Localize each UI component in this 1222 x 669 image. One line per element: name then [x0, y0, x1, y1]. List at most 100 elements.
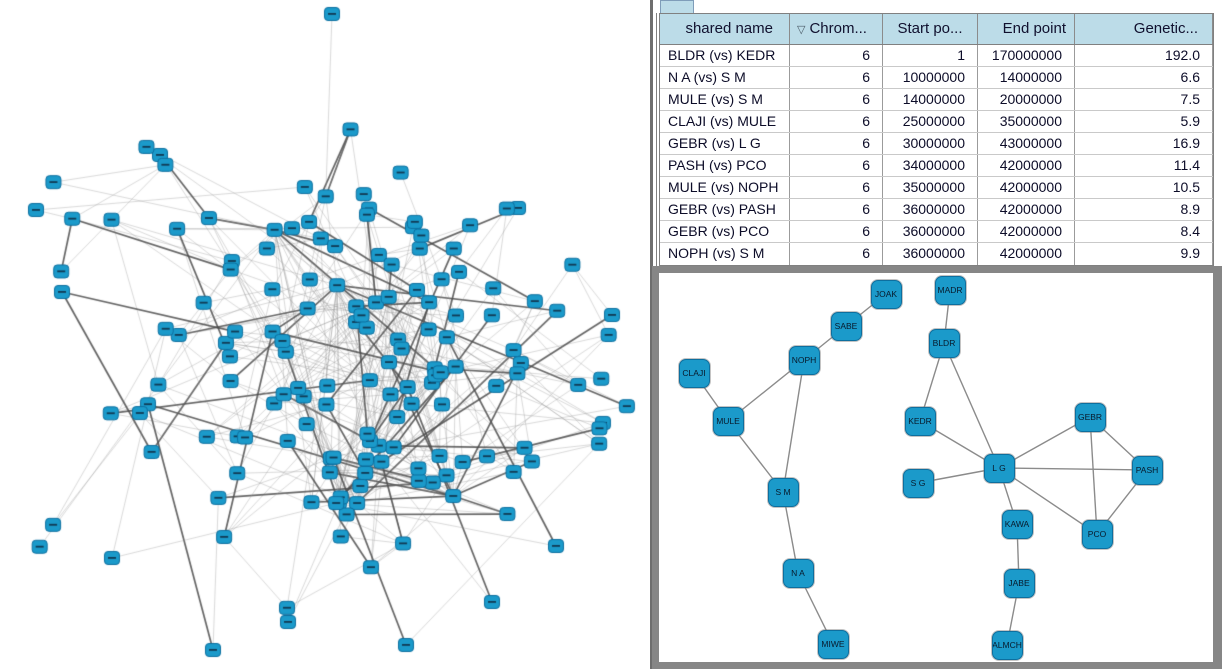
network-node-gebr[interactable]: GEBR	[1074, 402, 1106, 432]
network-edge	[782, 359, 805, 493]
table-row[interactable]: PASH (vs) PCO 6 34000000 42000000 11.4	[660, 155, 1213, 177]
table-row[interactable]: GEBR (vs) PASH 6 36000000 42000000 8.9	[660, 199, 1213, 221]
table-cell: 192.0	[1075, 45, 1213, 66]
table-cell: 35000000	[978, 111, 1075, 132]
network-node-l-g[interactable]: L G	[983, 453, 1015, 483]
table-cell: 42000000	[978, 155, 1075, 176]
table-cell: 20000000	[978, 89, 1075, 110]
column-header-label: shared name	[685, 20, 773, 37]
network-node-mule[interactable]: MULE	[712, 406, 744, 436]
table-row[interactable]: N A (vs) S M 6 10000000 14000000 6.6	[660, 67, 1213, 89]
table-cell: 9.9	[1075, 243, 1213, 265]
network-node-kedr[interactable]: KEDR	[904, 406, 936, 436]
column-header-chrom[interactable]: ▽ Chrom...	[790, 14, 883, 44]
table-body: BLDR (vs) KEDR 6 1 170000000 192.0 N A (vs) S…	[660, 45, 1213, 265]
filter-icon: ▽	[797, 24, 806, 36]
network-node-madr[interactable]: MADR	[934, 275, 966, 305]
table-cell: GEBR (vs) L G	[660, 133, 790, 154]
table-cell: 14000000	[883, 89, 978, 110]
column-header-genetic[interactable]: Genetic...	[1075, 14, 1213, 44]
table-cell: 6	[790, 155, 883, 176]
table-cell: N A (vs) S M	[660, 67, 790, 88]
table-tab-stub[interactable]	[660, 0, 694, 13]
table-cell: MULE (vs) NOPH	[660, 177, 790, 198]
table-cell: 11.4	[1075, 155, 1213, 176]
overview-network-panel: CLAJI MULE NOPH SABE JOAK S M N A MIWE MADR BLDR K…	[652, 266, 1222, 669]
table-cell: 14000000	[978, 67, 1075, 88]
table-cell: 1	[883, 45, 978, 66]
network-node-bldr[interactable]: BLDR	[928, 328, 960, 358]
network-node-pco[interactable]: PCO	[1081, 519, 1113, 549]
column-header-end-point[interactable]: End point	[978, 14, 1075, 44]
table-cell: 42000000	[978, 177, 1075, 198]
table-cell: BLDR (vs) KEDR	[660, 45, 790, 66]
table-cell: 8.4	[1075, 221, 1213, 242]
table-cell: 6	[790, 89, 883, 110]
table-cell: 30000000	[883, 133, 978, 154]
table-cell: 5.9	[1075, 111, 1213, 132]
table-cell: 34000000	[883, 155, 978, 176]
table-cell: 10.5	[1075, 177, 1213, 198]
table-cell: 7.5	[1075, 89, 1213, 110]
table-cell: 6	[790, 243, 883, 265]
column-header-label: Start po...	[897, 20, 963, 37]
table-cell: 42000000	[978, 221, 1075, 242]
network-node-jabe[interactable]: JABE	[1003, 568, 1035, 598]
panel-divider	[650, 0, 653, 669]
table-cell: NOPH (vs) S M	[660, 243, 790, 265]
table-header-row: shared name ▽ Chrom... Start po... End point…	[660, 14, 1213, 45]
table-cell: GEBR (vs) PCO	[660, 221, 790, 242]
table-cell: 6	[790, 45, 883, 66]
edge-table: shared name ▽ Chrom... Start po... End point…	[656, 13, 1214, 266]
table-cell: 36000000	[883, 221, 978, 242]
network-edge	[943, 342, 1000, 469]
table-row[interactable]: NOPH (vs) S M 6 36000000 42000000 9.9	[660, 243, 1213, 265]
network-edge	[998, 467, 1098, 535]
table-row[interactable]: GEBR (vs) L G 6 30000000 43000000 16.9	[660, 133, 1213, 155]
column-header-label: End point	[1002, 20, 1066, 37]
table-cell: 36000000	[883, 243, 978, 265]
table-cell: CLAJI (vs) MULE	[660, 111, 790, 132]
table-row[interactable]: MULE (vs) S M 6 14000000 20000000 7.5	[660, 89, 1213, 111]
column-header-start-po[interactable]: Start po...	[883, 14, 978, 44]
table-cell: 10000000	[883, 67, 978, 88]
table-cell: 6	[790, 199, 883, 220]
table-cell: 42000000	[978, 243, 1075, 265]
column-header-label: Genetic...	[1133, 20, 1198, 37]
table-row[interactable]: CLAJI (vs) MULE 6 25000000 35000000 5.9	[660, 111, 1213, 133]
table-cell: 6	[790, 221, 883, 242]
network-node-pash[interactable]: PASH	[1131, 455, 1163, 485]
network-node-s-g[interactable]: S G	[902, 468, 934, 498]
network-node-miwe[interactable]: MIWE	[817, 629, 849, 659]
network-node-kawa[interactable]: KAWA	[1001, 509, 1033, 539]
table-cell: 8.9	[1075, 199, 1213, 220]
overview-network-view[interactable]: CLAJI MULE NOPH SABE JOAK S M N A MIWE MADR BLDR K…	[659, 273, 1213, 662]
table-cell: 6	[790, 111, 883, 132]
table-cell: 35000000	[883, 177, 978, 198]
table-cell: 25000000	[883, 111, 978, 132]
network-edge	[998, 467, 1148, 471]
table-cell: 170000000	[978, 45, 1075, 66]
network-node-s-m[interactable]: S M	[767, 477, 799, 507]
table-cell: GEBR (vs) PASH	[660, 199, 790, 220]
network-node-claji[interactable]: CLAJI	[678, 358, 710, 388]
main-network-canvas[interactable]	[0, 0, 650, 669]
column-header-shared-name[interactable]: shared name	[660, 14, 790, 44]
table-cell: MULE (vs) S M	[660, 89, 790, 110]
network-node-joak[interactable]: JOAK	[870, 279, 902, 309]
table-cell: 6	[790, 133, 883, 154]
network-node-n-a[interactable]: N A	[782, 558, 814, 588]
edge-table-grid: shared name ▽ Chrom... Start po... End point…	[659, 13, 1214, 266]
table-row[interactable]: GEBR (vs) PCO 6 36000000 42000000 8.4	[660, 221, 1213, 243]
table-cell: 6.6	[1075, 67, 1213, 88]
table-cell: PASH (vs) PCO	[660, 155, 790, 176]
table-row[interactable]: MULE (vs) NOPH 6 35000000 42000000 10.5	[660, 177, 1213, 199]
table-cell: 36000000	[883, 199, 978, 220]
table-row[interactable]: BLDR (vs) KEDR 6 1 170000000 192.0	[660, 45, 1213, 67]
table-cell: 42000000	[978, 199, 1075, 220]
network-node-almch[interactable]: ALMCH	[991, 630, 1023, 660]
network-node-sabe[interactable]: SABE	[830, 311, 862, 341]
network-node-noph[interactable]: NOPH	[788, 345, 820, 375]
table-cell: 43000000	[978, 133, 1075, 154]
